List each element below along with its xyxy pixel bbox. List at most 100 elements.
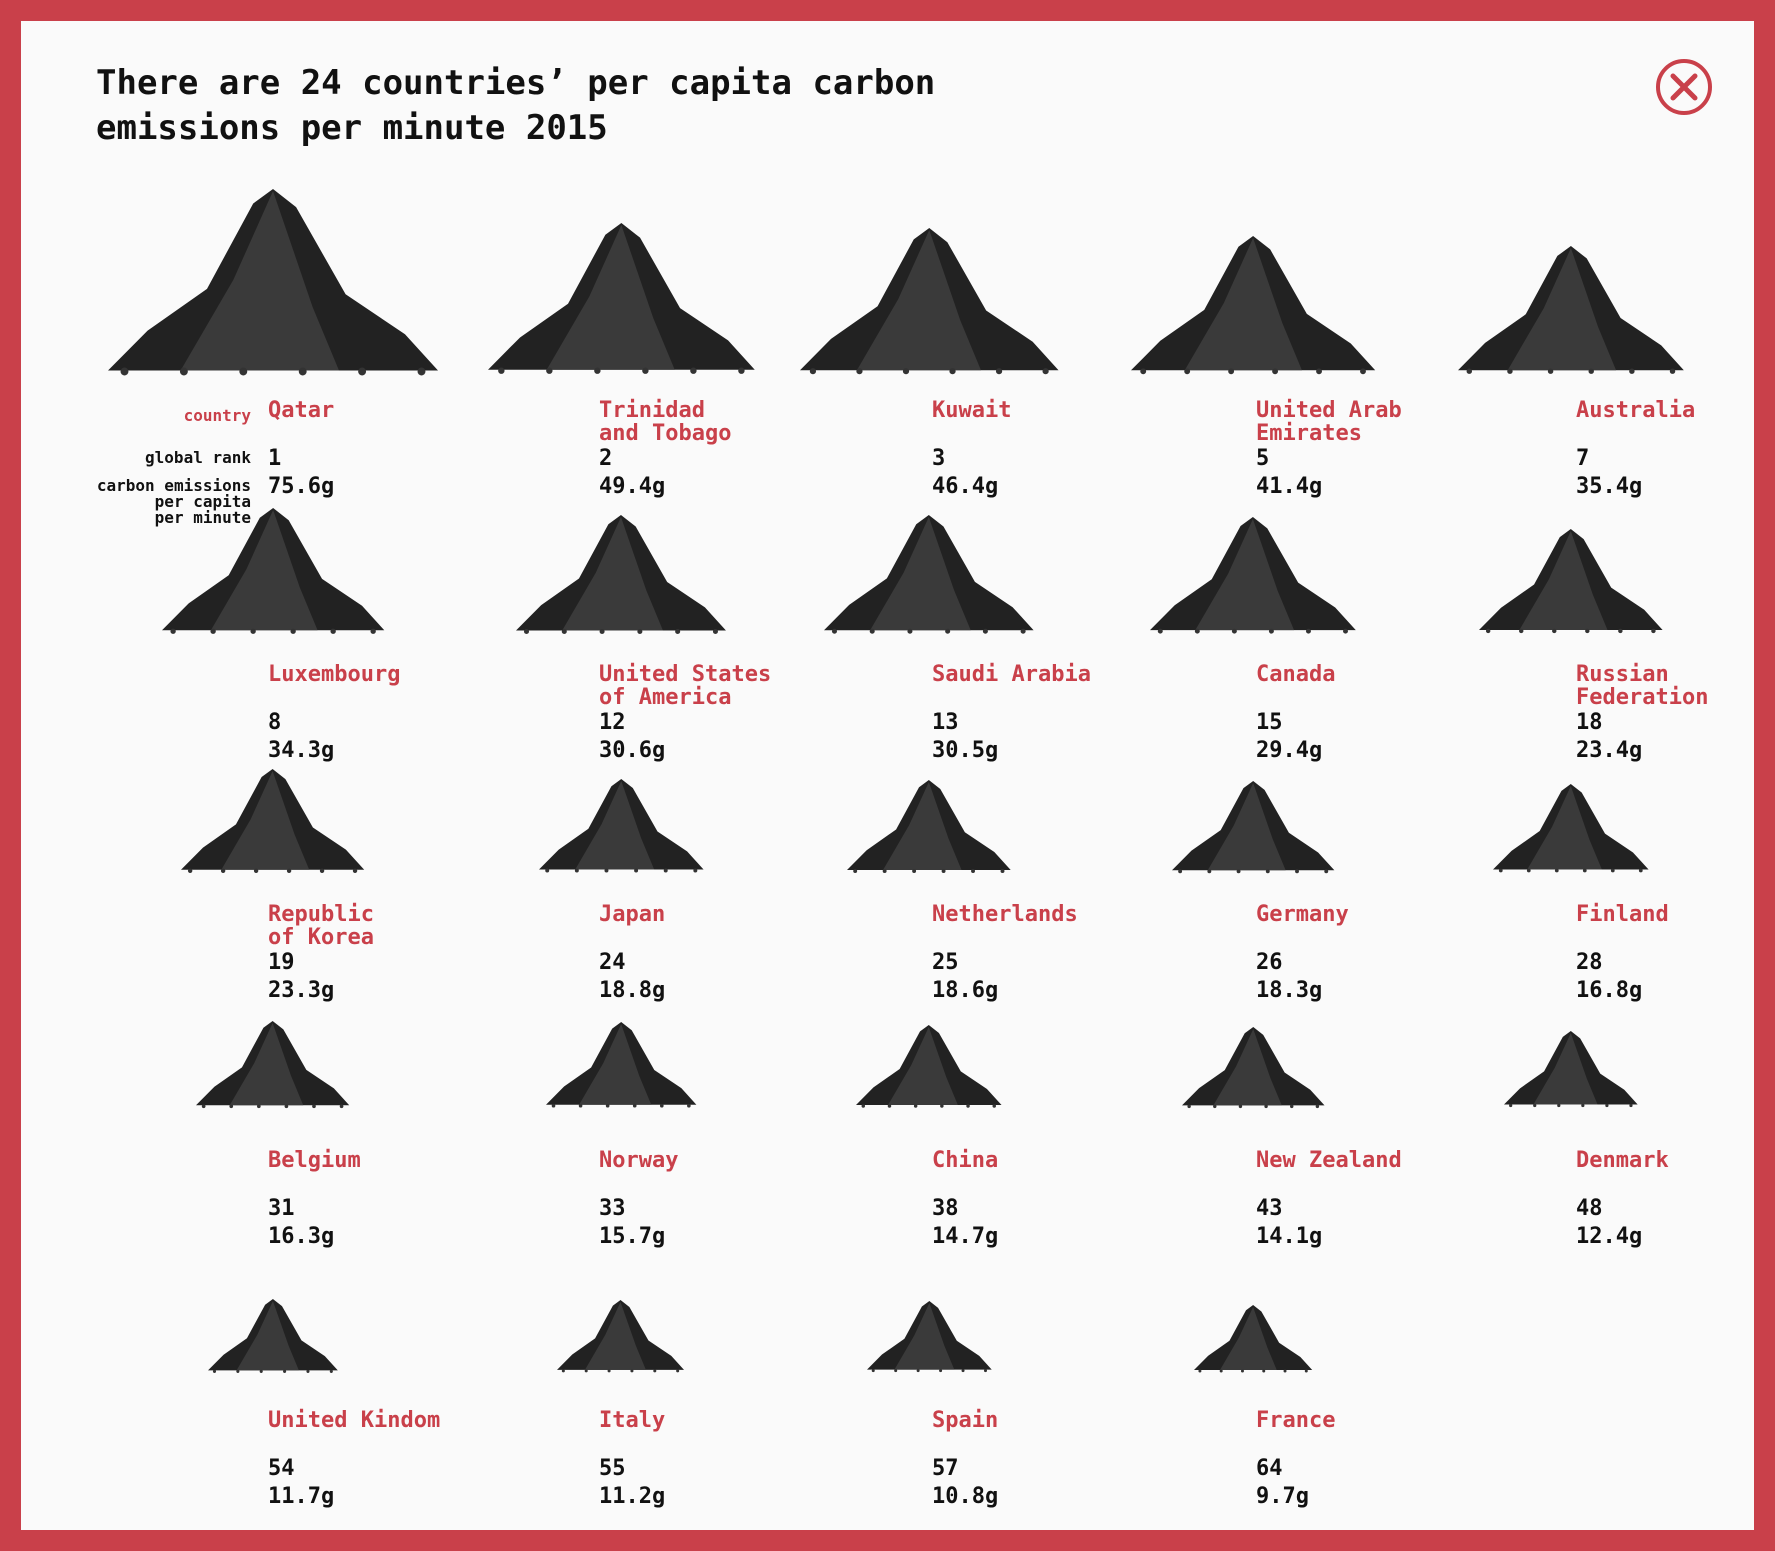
coal-pile-icon bbox=[557, 1300, 685, 1373]
global-rank: 64 bbox=[1256, 1456, 1283, 1481]
global-rank: 1 bbox=[268, 446, 282, 471]
country-name: United Arab Emirates bbox=[1256, 398, 1402, 446]
legend-emissions-label: carbon emissions per capita per minute bbox=[96, 476, 251, 527]
coal-pile-icon bbox=[516, 514, 726, 634]
coal-pile-icon bbox=[181, 769, 365, 874]
emission-value: 23.3g bbox=[268, 978, 335, 1003]
emission-value: 12.4g bbox=[1576, 1224, 1643, 1249]
global-rank: 57 bbox=[932, 1456, 959, 1481]
global-rank: 33 bbox=[599, 1196, 626, 1221]
coal-pile-icon bbox=[799, 227, 1059, 375]
global-rank: 12 bbox=[599, 710, 626, 735]
global-rank: 18 bbox=[1576, 710, 1603, 735]
coal-pile-icon bbox=[1479, 529, 1663, 634]
emission-value: 16.8g bbox=[1576, 978, 1643, 1003]
coal-pile-icon bbox=[1181, 1026, 1325, 1108]
global-rank: 15 bbox=[1256, 710, 1283, 735]
coal-pile-icon bbox=[545, 1022, 697, 1108]
country-name: Australia bbox=[1576, 398, 1696, 423]
emission-value: 14.1g bbox=[1256, 1224, 1323, 1249]
emission-value: 23.4g bbox=[1576, 738, 1643, 763]
emission-value: 10.8g bbox=[932, 1484, 999, 1509]
country-name: Denmark bbox=[1576, 1148, 1669, 1173]
coal-pile-icon bbox=[856, 1024, 1002, 1108]
country-name: Japan bbox=[599, 902, 666, 927]
global-rank: 25 bbox=[932, 950, 959, 975]
coal-pile-icon bbox=[208, 1298, 338, 1373]
country-name: Trinidad and Tobago bbox=[599, 398, 732, 446]
emission-value: 46.4g bbox=[932, 474, 999, 499]
country-name: France bbox=[1256, 1408, 1336, 1433]
emission-value: 29.4g bbox=[1256, 738, 1323, 763]
coal-pile-icon bbox=[866, 1301, 992, 1373]
emission-value: 11.7g bbox=[268, 1484, 335, 1509]
global-rank: 3 bbox=[932, 446, 946, 471]
coal-pile-icon bbox=[824, 514, 1034, 634]
page-title: There are 24 countries’ per capita carbo… bbox=[96, 63, 936, 148]
emission-value: 41.4g bbox=[1256, 474, 1323, 499]
global-rank: 13 bbox=[932, 710, 959, 735]
coal-pile-icon bbox=[1130, 235, 1376, 374]
country-name: Italy bbox=[599, 1408, 666, 1433]
global-rank: 26 bbox=[1256, 950, 1283, 975]
global-rank: 31 bbox=[268, 1196, 295, 1221]
coal-pile-icon bbox=[1150, 516, 1356, 634]
infographic-panel: There are 24 countries’ per capita carbo… bbox=[21, 21, 1754, 1530]
global-rank: 2 bbox=[599, 446, 613, 471]
country-name: Finland bbox=[1576, 902, 1669, 927]
coal-pile-icon bbox=[1493, 784, 1649, 873]
country-name: Kuwait bbox=[932, 398, 1012, 423]
country-name: Saudi Arabia bbox=[932, 662, 1091, 687]
global-rank: 19 bbox=[268, 950, 295, 975]
country-name: New Zealand bbox=[1256, 1148, 1402, 1173]
legend-global-rank-label: global rank bbox=[145, 448, 251, 467]
global-rank: 24 bbox=[599, 950, 626, 975]
emission-value: 18.3g bbox=[1256, 978, 1323, 1003]
country-name: Republic of Korea bbox=[268, 902, 374, 950]
country-name: Germany bbox=[1256, 902, 1349, 927]
emission-value: 49.4g bbox=[599, 474, 666, 499]
emission-value: 11.2g bbox=[599, 1484, 666, 1509]
global-rank: 43 bbox=[1256, 1196, 1283, 1221]
global-rank: 5 bbox=[1256, 446, 1270, 471]
coal-pile-icon bbox=[161, 507, 385, 634]
global-rank: 28 bbox=[1576, 950, 1603, 975]
coal-pile-icon bbox=[487, 223, 755, 375]
global-rank: 48 bbox=[1576, 1196, 1603, 1221]
emission-value: 9.7g bbox=[1256, 1484, 1309, 1509]
country-name: China bbox=[932, 1148, 999, 1173]
emission-value: 35.4g bbox=[1576, 474, 1643, 499]
coal-pile-icon bbox=[847, 779, 1011, 873]
global-rank: 54 bbox=[268, 1456, 295, 1481]
country-name: United States of America bbox=[599, 662, 772, 710]
country-name: Canada bbox=[1256, 662, 1336, 687]
country-name: Qatar bbox=[268, 398, 335, 423]
coal-pile-icon bbox=[1193, 1304, 1313, 1373]
close-icon[interactable] bbox=[1654, 57, 1714, 117]
emission-value: 16.3g bbox=[268, 1224, 335, 1249]
country-name: Norway bbox=[599, 1148, 679, 1173]
country-name: Belgium bbox=[268, 1148, 361, 1173]
country-name: Netherlands bbox=[932, 902, 1078, 927]
global-rank: 55 bbox=[599, 1456, 626, 1481]
emission-value: 30.5g bbox=[932, 738, 999, 763]
emission-value: 34.3g bbox=[268, 738, 335, 763]
emission-value: 18.8g bbox=[599, 978, 666, 1003]
emission-value: 30.6g bbox=[599, 738, 666, 763]
coal-pile-icon bbox=[108, 188, 438, 375]
global-rank: 38 bbox=[932, 1196, 959, 1221]
coal-pile-icon bbox=[196, 1020, 350, 1108]
coal-pile-icon bbox=[538, 779, 704, 873]
emission-value: 15.7g bbox=[599, 1224, 666, 1249]
country-name: Luxembourg bbox=[268, 662, 401, 687]
emission-value: 14.7g bbox=[932, 1224, 999, 1249]
country-name: Russian Federation bbox=[1576, 662, 1709, 710]
country-name: Spain bbox=[932, 1408, 999, 1433]
coal-pile-icon bbox=[1171, 780, 1335, 873]
coal-pile-icon bbox=[1458, 245, 1684, 374]
legend-country-label: country bbox=[183, 406, 251, 425]
emission-value: 18.6g bbox=[932, 978, 999, 1003]
emission-value: 75.6g bbox=[268, 474, 335, 499]
country-name: United Kindom bbox=[268, 1408, 441, 1433]
global-rank: 7 bbox=[1576, 446, 1590, 471]
